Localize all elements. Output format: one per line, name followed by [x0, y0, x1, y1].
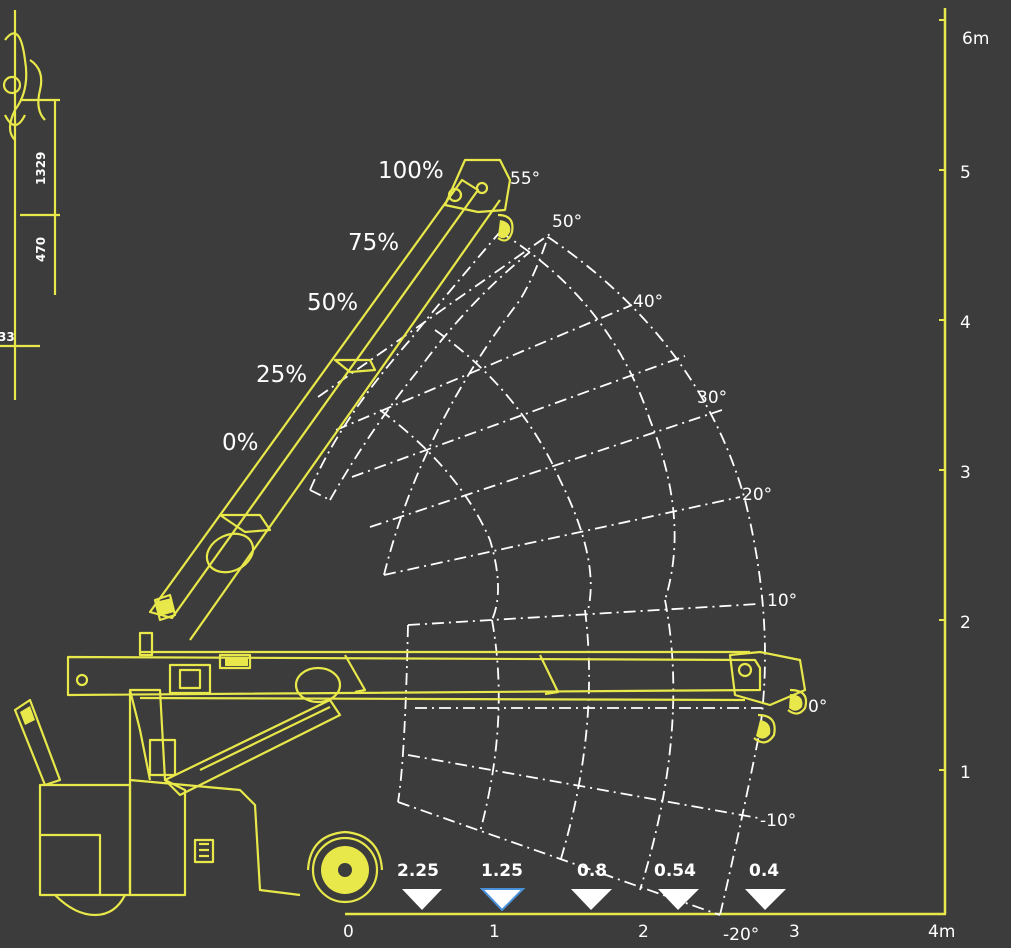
angle-label: 50°: [552, 212, 582, 232]
load-marker-triangle: [745, 889, 786, 910]
x-tick-label: 1: [489, 922, 500, 942]
extension-label-25: 25%: [256, 362, 307, 388]
x-tick-label: 3: [789, 922, 800, 942]
angle-label: 55°: [510, 169, 540, 189]
working-envelope: [309, 231, 766, 916]
angle-label: 30°: [697, 388, 727, 408]
raised-boom: [148, 158, 514, 641]
dimension-drawing: 1329 470 33: [0, 10, 60, 400]
x-tick-label: 2: [638, 922, 649, 942]
angle-labels: 55° 50° 40° 30° 20° 10° 0° -10° -20°: [510, 169, 827, 945]
y-tick-label: 4: [960, 313, 971, 333]
load-capacity-markers: 2.25 1.25 0.8 0.54 0.4: [397, 861, 786, 912]
load-capacity-label: 1.25: [481, 861, 523, 881]
dimension-label: 33: [0, 330, 15, 344]
load-capacity-label: 0.4: [749, 861, 779, 881]
extension-label-100: 100%: [378, 158, 444, 184]
y-tick-label: 3: [960, 463, 971, 483]
load-capacity-label: 2.25: [397, 861, 439, 881]
angle-label: -20°: [723, 925, 759, 944]
load-marker-triangle: [658, 889, 699, 910]
y-tick-label: 2: [960, 613, 971, 633]
angle-label: -10°: [760, 811, 796, 831]
y-tick-label: 1: [960, 763, 971, 783]
extension-label-75: 75%: [348, 230, 399, 256]
load-marker-triangle: [402, 889, 442, 910]
y-tick-label: 6m: [962, 29, 989, 49]
angle-label: 0°: [808, 697, 827, 717]
crane-illustration: 1329 470 33: [0, 10, 808, 917]
dimension-label: 470: [34, 237, 48, 262]
boom-extension-labels: 100% 75% 50% 25% 0%: [222, 158, 444, 456]
x-tick-label: 0: [343, 922, 354, 942]
y-tick-label: 5: [960, 163, 971, 183]
load-marker-triangle: [571, 889, 612, 910]
angle-label: 10°: [767, 591, 797, 611]
axes: 6m 5 4 3 2 1 0 1 2 3 4m: [343, 8, 989, 942]
crane-base: [13, 688, 384, 917]
load-marker-triangle-highlighted: [479, 888, 526, 912]
extension-label-50: 50%: [307, 290, 358, 316]
load-capacity-label: 0.8: [577, 861, 607, 881]
lift-cylinder: [163, 698, 342, 797]
angle-label: 20°: [742, 485, 772, 505]
angle-label: 40°: [633, 292, 663, 312]
horizontal-boom: [66, 631, 808, 744]
extension-label-0: 0%: [222, 430, 259, 456]
x-tick-label: 4m: [928, 922, 955, 942]
dimension-label: 1329: [34, 152, 48, 185]
load-capacity-label: 0.54: [654, 861, 696, 881]
